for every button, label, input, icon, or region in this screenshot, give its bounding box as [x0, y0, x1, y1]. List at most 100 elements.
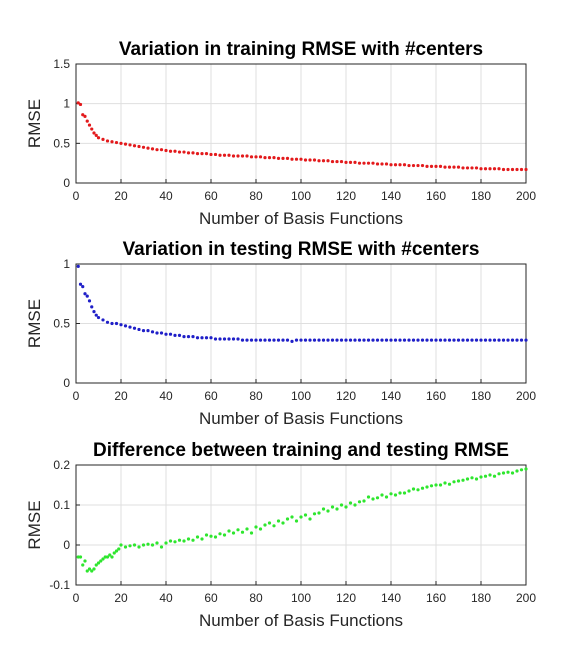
data-point — [177, 333, 182, 337]
chart-1: 0 20 40 60 80 100 120 140 160 180 200 0 0.5 1 1.5 Varia… — [25, 39, 536, 228]
y-tick-label: 0 — [63, 176, 70, 190]
data-point — [128, 325, 132, 329]
data-point — [308, 338, 312, 342]
data-point — [195, 535, 200, 539]
data-point — [506, 167, 510, 172]
data-point — [101, 137, 105, 141]
data-point — [452, 338, 456, 342]
data-point — [483, 167, 488, 171]
data-point — [303, 338, 308, 342]
data-point — [510, 167, 515, 172]
y-tick-label: 0.5 — [53, 317, 70, 331]
data-point — [218, 532, 222, 536]
data-point — [159, 148, 164, 152]
data-point — [213, 152, 218, 157]
y-axis-label: RMSE — [25, 99, 44, 148]
data-point — [92, 310, 96, 314]
data-point — [204, 152, 209, 156]
data-point — [479, 167, 483, 171]
data-point — [479, 475, 483, 479]
data-point — [78, 102, 83, 107]
data-point — [299, 157, 303, 161]
data-point — [128, 143, 132, 147]
data-point — [191, 151, 195, 155]
data-point — [384, 162, 389, 166]
data-point — [177, 150, 182, 154]
data-point — [132, 144, 137, 148]
data-point — [465, 338, 470, 342]
data-point — [348, 338, 353, 342]
x-tick-label: 80 — [249, 189, 263, 203]
data-point — [519, 167, 524, 172]
data-point — [312, 158, 317, 162]
data-point — [186, 151, 191, 155]
data-point — [245, 154, 249, 158]
data-point — [317, 159, 321, 163]
data-point — [524, 338, 528, 342]
data-point — [483, 338, 488, 342]
x-tick-label: 200 — [516, 189, 536, 203]
x-tick-label: 200 — [516, 591, 536, 605]
data-point — [258, 338, 263, 342]
data-point — [137, 144, 141, 149]
x-tick-label: 0 — [73, 189, 80, 203]
x-tick-label: 80 — [249, 591, 263, 605]
chart-2: 0 20 40 60 80 100 120 140 160 180 200 0 0.5 1 Variatio… — [25, 239, 536, 428]
x-axis-label: Number of Basis Functions — [199, 409, 403, 428]
data-point — [85, 569, 89, 573]
x-tick-label: 120 — [336, 591, 356, 605]
data-point — [335, 159, 339, 164]
data-point — [213, 535, 218, 539]
data-point — [501, 167, 506, 172]
data-point — [407, 338, 411, 342]
data-point — [254, 155, 258, 159]
data-point — [96, 315, 101, 320]
data-point — [398, 163, 402, 167]
data-point — [371, 338, 375, 342]
x-tick-label: 40 — [159, 591, 173, 605]
data-point — [344, 338, 348, 342]
data-point — [81, 113, 85, 117]
data-point — [141, 145, 146, 149]
data-point — [362, 499, 366, 503]
data-point — [353, 338, 357, 342]
data-point — [213, 337, 218, 341]
data-point — [357, 500, 362, 504]
data-point — [94, 313, 98, 317]
data-point — [222, 153, 227, 157]
data-point — [492, 167, 497, 171]
data-point — [470, 338, 474, 342]
data-point — [186, 537, 191, 541]
data-point — [474, 338, 479, 342]
data-point — [177, 538, 182, 542]
data-point — [164, 332, 168, 336]
data-point — [339, 503, 344, 507]
data-point — [335, 338, 339, 342]
data-point — [249, 338, 254, 342]
data-point — [231, 337, 236, 341]
data-point — [78, 282, 83, 286]
data-point — [105, 139, 110, 143]
data-point — [76, 264, 80, 268]
data-point — [94, 133, 98, 137]
data-point — [123, 324, 128, 328]
chart-title: Difference between training and testing … — [93, 440, 509, 461]
data-point — [317, 338, 321, 342]
data-point — [425, 338, 429, 342]
data-point — [182, 150, 186, 154]
data-point — [326, 509, 330, 513]
data-point — [83, 559, 87, 563]
data-point — [447, 482, 452, 486]
data-point — [290, 515, 294, 519]
data-point — [276, 156, 281, 161]
data-point — [168, 539, 173, 543]
data-point — [380, 493, 384, 497]
data-point — [146, 329, 150, 333]
data-point — [330, 505, 335, 509]
x-tick-label: 100 — [291, 591, 311, 605]
x-tick-label: 60 — [204, 591, 218, 605]
data-point — [308, 158, 312, 162]
data-point — [488, 473, 492, 477]
y-tick-label: 0.1 — [53, 498, 70, 512]
data-point — [141, 329, 146, 333]
